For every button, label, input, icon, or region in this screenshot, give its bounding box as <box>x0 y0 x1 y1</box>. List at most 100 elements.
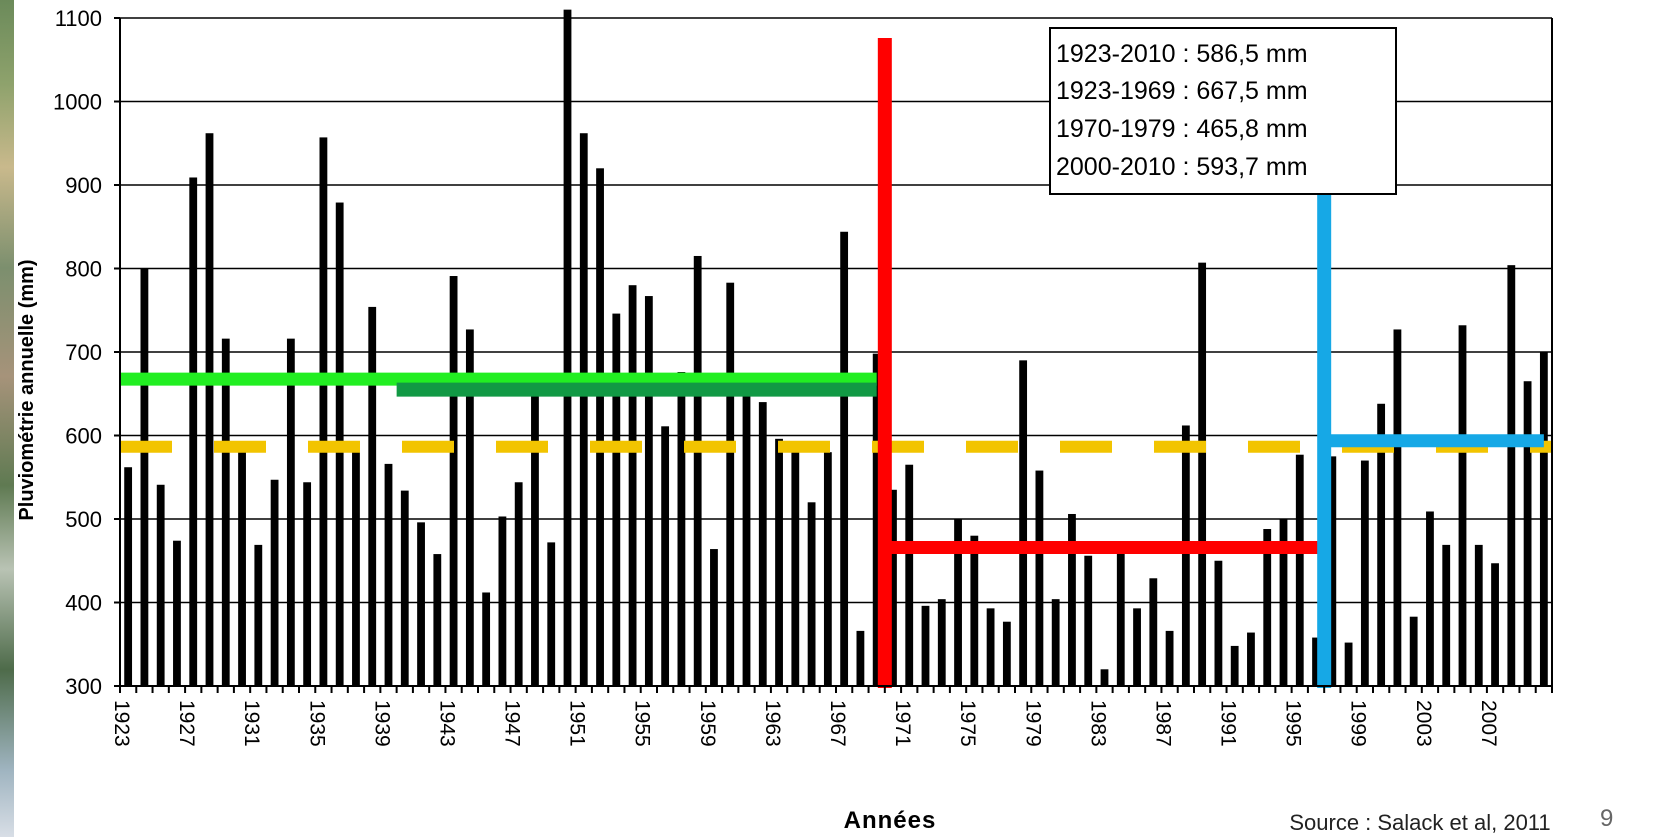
bar <box>970 535 979 686</box>
bar <box>693 255 702 686</box>
bar <box>775 438 783 686</box>
bar <box>1458 325 1467 686</box>
y-tick-label: 1100 <box>55 6 102 31</box>
bar <box>921 605 930 686</box>
bar <box>286 338 295 686</box>
bar <box>156 484 165 686</box>
bar <box>710 549 718 686</box>
bar <box>644 296 653 686</box>
bar <box>1035 470 1044 686</box>
x-tick-label: 1951 <box>566 700 589 747</box>
bar <box>1474 544 1483 686</box>
bar <box>872 353 881 686</box>
y-tick-labels: 300 400 500 600 700 800 900 1000 1100 <box>53 6 102 699</box>
x-axis-title: Années <box>844 807 937 834</box>
bar <box>1442 544 1451 686</box>
bar <box>1393 329 1402 686</box>
bar <box>1247 632 1255 686</box>
bar <box>1084 555 1093 686</box>
x-tick-label: 1959 <box>696 700 719 747</box>
x-tick-label: 1971 <box>891 700 914 747</box>
bar <box>596 168 604 687</box>
x-tick-label: 2007 <box>1477 700 1500 747</box>
x-tick-label: 1923 <box>110 700 133 747</box>
bar <box>465 329 474 686</box>
bar <box>221 338 230 686</box>
legend-frame <box>1049 27 1397 195</box>
bar <box>937 599 946 686</box>
y-tick-label: 600 <box>65 424 102 449</box>
bar <box>1328 456 1337 686</box>
bar <box>1019 360 1028 686</box>
bar <box>270 479 279 686</box>
x-tick-label: 1955 <box>631 700 654 747</box>
bar <box>791 452 800 686</box>
x-tick-label: 1995 <box>1282 700 1305 747</box>
x-tick-label: 1943 <box>435 700 458 747</box>
x-tick-label: 1999 <box>1347 700 1370 747</box>
source-note: Source : Salack et al, 2011 <box>1289 810 1550 835</box>
bar <box>1002 621 1011 686</box>
bar <box>384 463 393 686</box>
y-tick-label: 1000 <box>53 90 102 115</box>
x-tick-label: 1939 <box>370 700 393 747</box>
bar <box>1198 262 1207 686</box>
bar <box>400 490 409 686</box>
bar <box>677 372 686 686</box>
y-tick-label: 300 <box>65 674 102 699</box>
bar <box>1181 425 1190 686</box>
bar <box>628 285 637 686</box>
bar <box>856 630 865 686</box>
bar <box>1279 519 1288 686</box>
x-tick-labels: 1923 1927 1931 1935 1939 1943 1947 1951 1955 1959… <box>110 700 1500 747</box>
bar <box>205 133 214 687</box>
bar <box>238 443 246 686</box>
bar <box>498 516 507 686</box>
x-tick-label: 1987 <box>1151 700 1174 747</box>
legend-line-1: 1923-2010 : 586,5 mm <box>1056 40 1308 68</box>
bar <box>823 452 832 686</box>
bar <box>124 467 133 686</box>
y-tick-label: 400 <box>65 591 102 616</box>
y-tick-label: 500 <box>65 507 102 532</box>
axes <box>114 17 1553 693</box>
bar <box>1133 608 1141 686</box>
x-tick-label: 1967 <box>826 700 849 747</box>
bar <box>189 177 198 687</box>
bar <box>1295 454 1304 686</box>
x-tick-label: 1927 <box>175 700 198 747</box>
bar <box>1409 616 1418 686</box>
bar <box>1214 560 1223 686</box>
bar <box>140 268 149 686</box>
x-tick-label: 2003 <box>1412 700 1435 747</box>
x-tick-label: 1983 <box>1086 700 1109 747</box>
bar <box>807 502 816 686</box>
left-photo-strip <box>0 0 14 837</box>
y-tick-label: 900 <box>65 173 102 198</box>
bar <box>1377 403 1386 686</box>
x-tick-label: 1947 <box>501 700 524 747</box>
x-tick-label: 1975 <box>956 700 979 747</box>
legend-box: 1923-2010 : 586,5 mm 1923-1969 : 667,5 m… <box>1049 27 1397 195</box>
x-tick-label: 1931 <box>240 700 263 747</box>
y-tick-label: 700 <box>65 340 102 365</box>
bar <box>1523 381 1532 686</box>
bar <box>1539 352 1548 686</box>
bar <box>547 542 556 686</box>
bar <box>319 137 328 686</box>
bar <box>1426 511 1434 686</box>
bar <box>742 393 751 686</box>
legend-line-2: 1923-1969 : 667,5 mm <box>1056 77 1308 105</box>
bar <box>254 544 263 686</box>
bar <box>514 482 523 686</box>
period-mean-segments <box>120 372 1544 555</box>
bar <box>531 393 539 686</box>
bar <box>1051 599 1060 686</box>
bar <box>368 306 377 686</box>
bar <box>986 608 995 686</box>
bar <box>758 402 767 686</box>
bar <box>1507 265 1516 686</box>
bar <box>1263 529 1272 686</box>
y-tick-label: 800 <box>65 257 102 282</box>
bar <box>954 519 962 686</box>
